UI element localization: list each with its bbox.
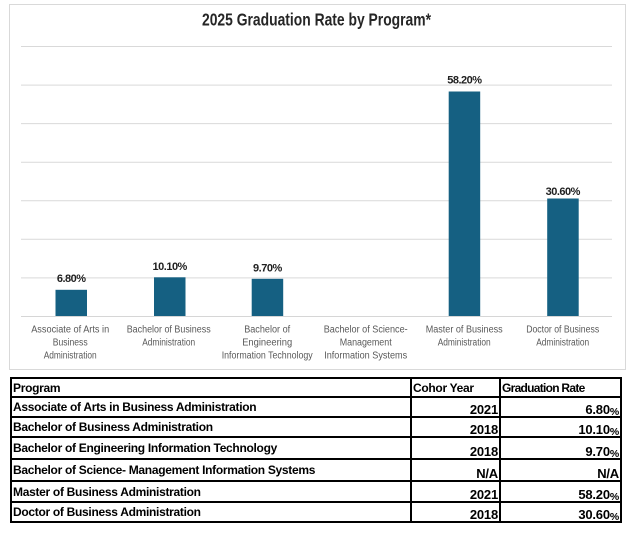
svg-text:Administration: Administration [536,338,589,349]
svg-text:Administration: Administration [438,338,491,349]
svg-text:Bachelor of Business: Bachelor of Business [127,325,211,336]
svg-text:Associate of Arts in: Associate of Arts in [31,325,109,336]
svg-text:Administration: Administration [142,338,195,349]
svg-text:Engineering: Engineering [242,338,292,349]
svg-text:2025 Graduation Rate by Progra: 2025 Graduation Rate by Program* [202,10,431,30]
svg-text:Information Systems: Information Systems [324,351,407,362]
svg-text:9.70%: 9.70% [253,262,282,274]
svg-text:Doctor of Business: Doctor of Business [526,325,599,336]
svg-text:58.20%: 58.20% [447,75,482,87]
svg-text:Master of Business: Master of Business [426,325,503,336]
svg-text:30.60%: 30.60% [546,186,581,198]
svg-text:Business: Business [53,338,88,349]
svg-text:Information Technology: Information Technology [222,351,313,362]
svg-text:Bachelor of: Bachelor of [244,325,290,336]
svg-text:10.10%: 10.10% [153,261,188,273]
svg-text:Management: Management [340,338,392,349]
svg-text:Bachelor of Science-: Bachelor of Science- [324,325,408,336]
svg-text:Administration: Administration [44,351,97,362]
svg-text:6.80%: 6.80% [57,273,86,285]
